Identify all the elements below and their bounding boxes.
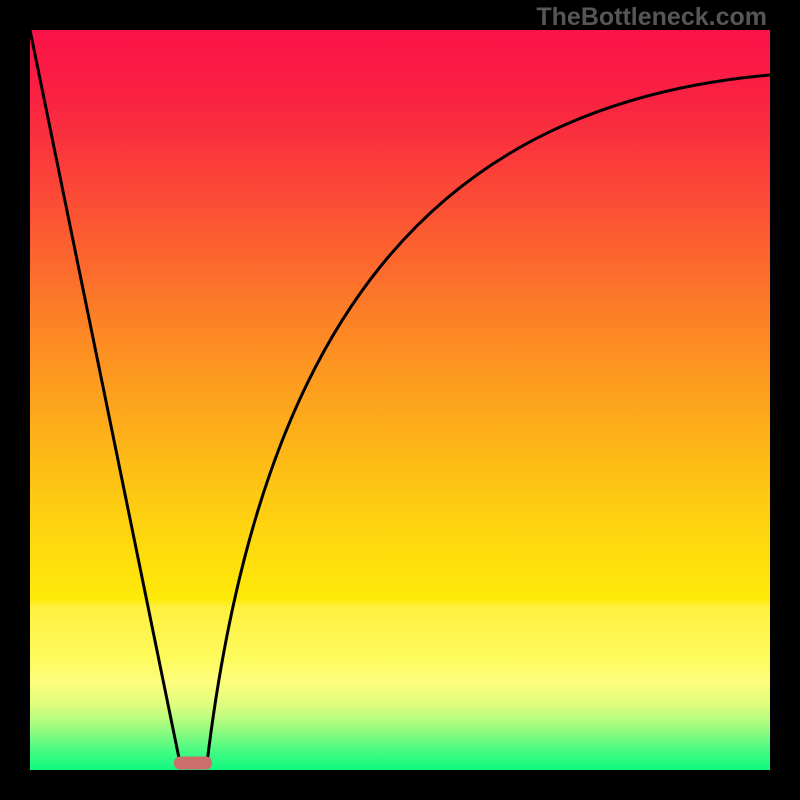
frame-bottom [0, 770, 800, 800]
frame-left [0, 0, 30, 800]
curves-layer [30, 30, 770, 770]
left-line [30, 30, 180, 763]
watermark: TheBottleneck.com [536, 3, 767, 32]
plot-area [30, 30, 770, 770]
bottleneck-marker [174, 757, 212, 770]
right-curve [207, 75, 770, 763]
frame-right [770, 0, 800, 800]
chart-container: TheBottleneck.com [0, 0, 800, 800]
